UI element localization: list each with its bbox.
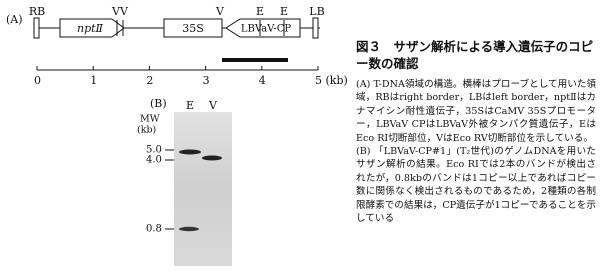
scale-label: 1 xyxy=(90,74,97,87)
mw-title: (kb) xyxy=(137,125,156,136)
caption: 図３ サザン解析による導入遺伝子のコピー数の確認 (A) T-DNA領域の構造。… xyxy=(356,38,596,225)
lane-label: V xyxy=(208,99,218,112)
site-label: V xyxy=(215,5,225,18)
blot xyxy=(174,112,232,266)
scale-label: 3 xyxy=(203,74,210,87)
site-label: E xyxy=(256,5,264,18)
band xyxy=(179,149,201,155)
figure: (A) RB V V V E E LB nptⅡ 35S LBVaV-CP 0 1… xyxy=(6,5,348,266)
mw-title: MW xyxy=(140,114,160,125)
scale-label: 0 xyxy=(34,74,41,87)
mw-label: 0.8 xyxy=(146,224,162,235)
panel-label: (A) xyxy=(6,13,23,26)
lane-label: E xyxy=(186,99,194,112)
scale-label: 2 xyxy=(146,74,153,87)
box-label: LBVaV-CP xyxy=(241,24,292,35)
mw-label: 5.0 xyxy=(146,145,162,156)
panel-label: (B) xyxy=(150,97,167,110)
box-label: 35S xyxy=(182,22,204,35)
band xyxy=(179,226,199,232)
nptii-arrow xyxy=(59,18,125,38)
site-label: E xyxy=(280,5,288,18)
scale: 0 1 2 3 4 5 (kb) xyxy=(34,66,348,87)
band xyxy=(202,155,222,161)
caption-text: (A) T-DNA領域の構造。横棒はプローブとして用いた領域，RBはright … xyxy=(356,79,596,144)
scale-label: 5 (kb) xyxy=(315,74,348,87)
mw-label: 4.0 xyxy=(146,155,162,166)
site-label: V xyxy=(111,5,121,18)
site-label: V xyxy=(119,5,129,18)
cp-arrow xyxy=(225,18,301,38)
probe-bar xyxy=(222,58,288,62)
site-label: LB xyxy=(309,5,324,18)
lb-border xyxy=(312,17,319,39)
scale-label: 4 xyxy=(259,74,266,87)
site-label: RB xyxy=(29,5,45,18)
box-label: nptⅡ xyxy=(77,22,104,35)
rb-border xyxy=(33,17,40,39)
caption-title: 図３ サザン解析による導入遺伝子のコピー数の確認 xyxy=(356,39,594,71)
caption-text: (B) 「LBVaV-CP#1」(T₂世代)のゲノムDNAを用いたサザン解析の結… xyxy=(356,146,596,225)
